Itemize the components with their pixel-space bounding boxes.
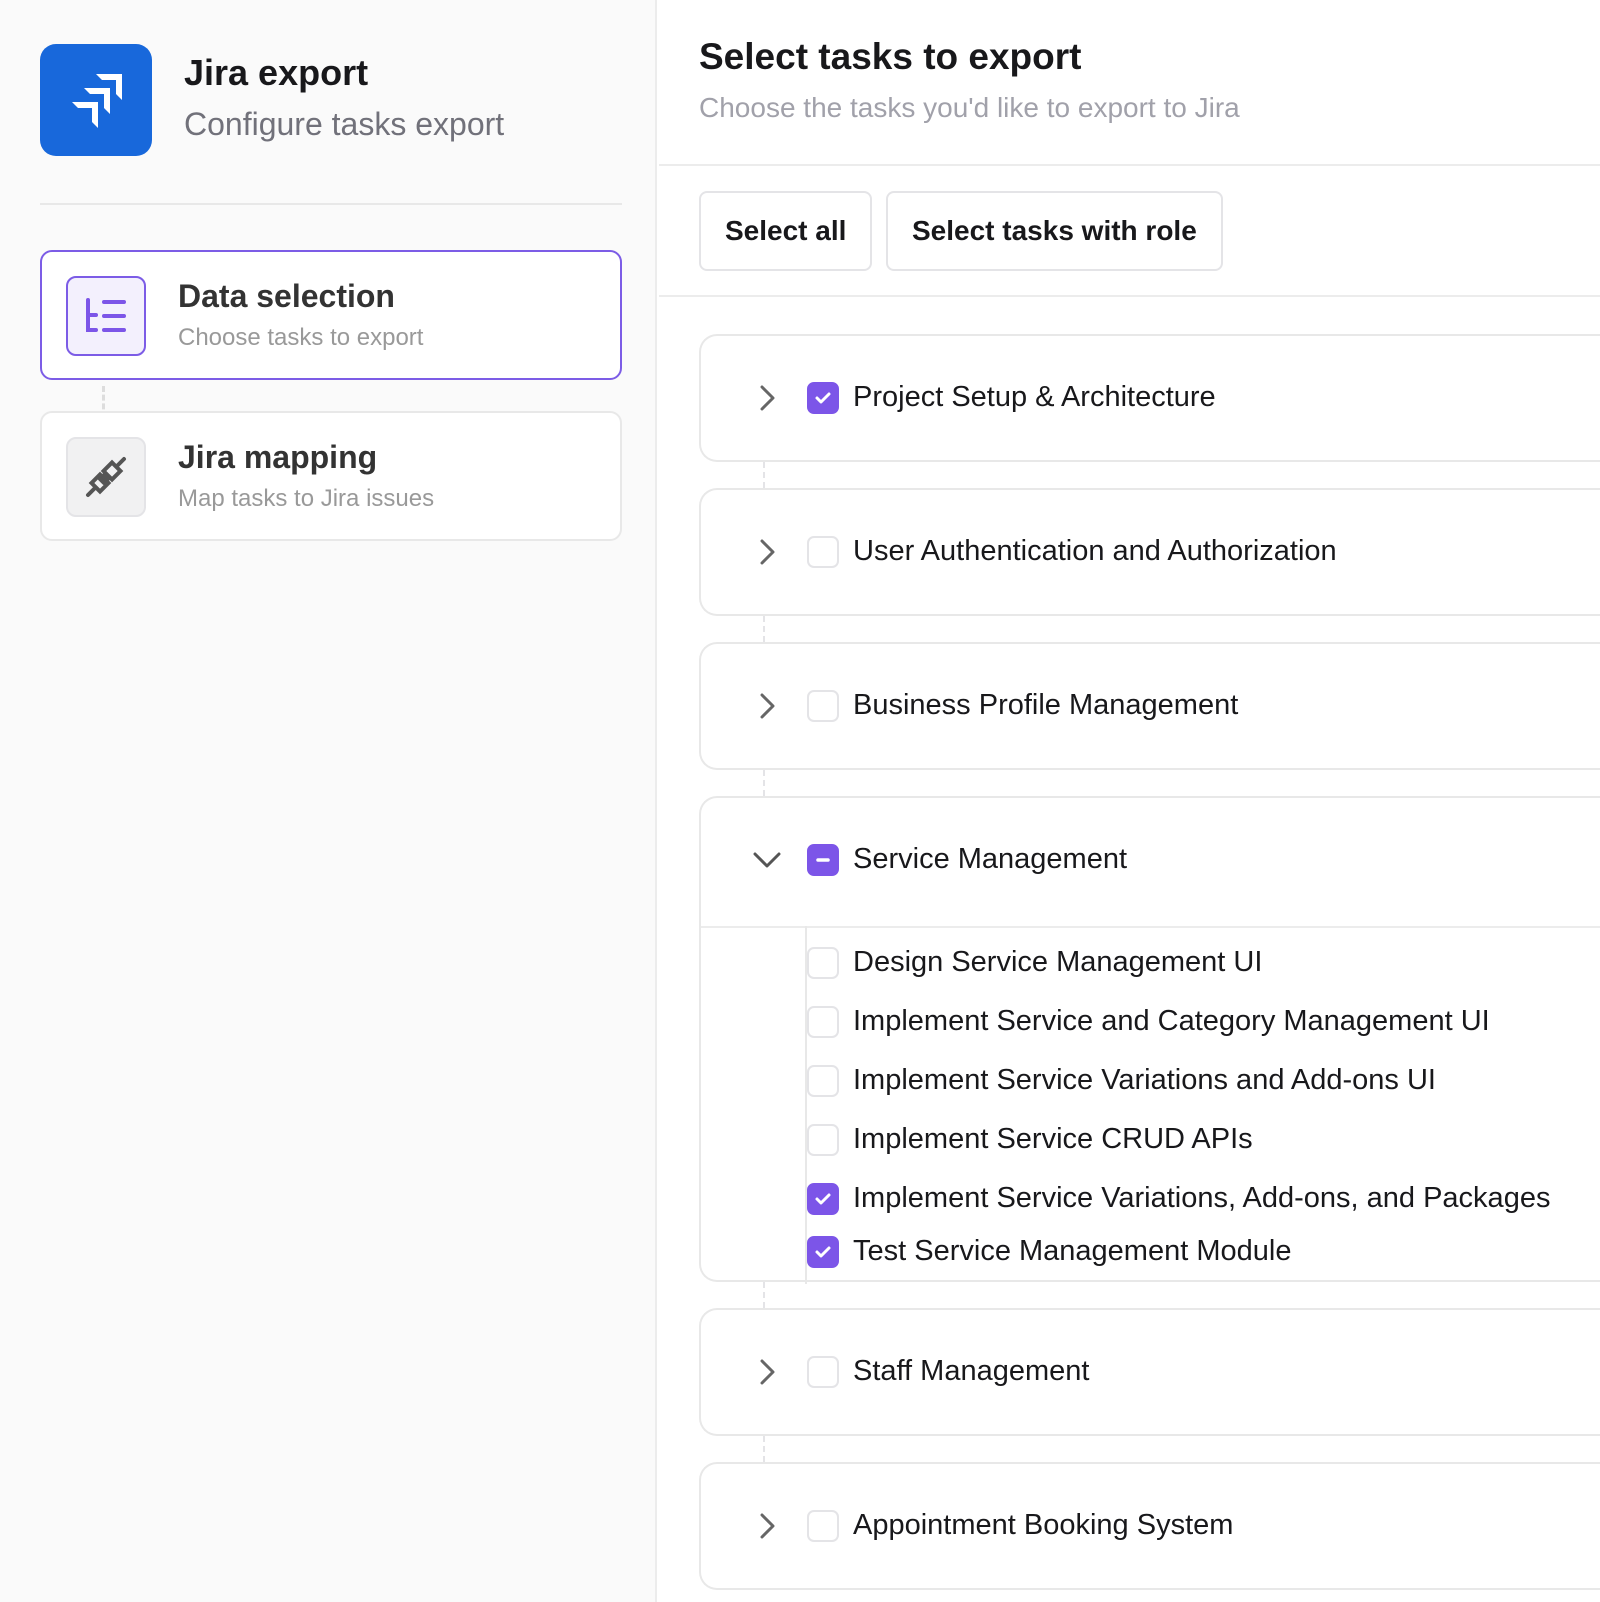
group-label[interactable]: Staff Management [853,1355,1090,1387]
task-checkbox[interactable] [807,1236,839,1268]
group-label[interactable]: Project Setup & Architecture [853,381,1216,413]
divider [701,926,1600,928]
app-subtitle: Configure tasks export [184,106,505,142]
chevron-right-icon[interactable] [751,382,783,414]
divider [659,164,1600,166]
main-panel: Select tasks to export Choose the tasks … [659,0,1600,1602]
task-label[interactable]: Implement Service CRUD APIs [853,1123,1253,1155]
step-title: Jira mapping [178,439,378,475]
group-connector [763,1282,765,1308]
group-checkbox[interactable] [807,690,839,722]
select-all-button[interactable]: Select all [699,191,873,271]
chevron-right-icon[interactable] [751,1356,783,1388]
task-label[interactable]: Implement Service Variations and Add-ons… [853,1064,1436,1096]
app-title: Jira export [184,52,369,93]
group-label[interactable]: Service Management [853,843,1128,875]
group-checkbox[interactable] [807,536,839,568]
divider [40,203,622,205]
task-label[interactable]: Implement Service Variations, Add-ons, a… [853,1182,1551,1214]
task-checkbox[interactable] [807,1006,839,1038]
group-connector [763,616,765,642]
list-tree-icon [66,276,146,356]
sidebar: Jira export Configure tasks export Data … [0,0,657,1602]
tree-line [805,926,807,1284]
group-label[interactable]: Business Profile Management [853,689,1239,721]
task-label[interactable]: Design Service Management UI [853,946,1263,978]
jira-logo-icon [72,74,122,128]
plug-icon [66,437,146,517]
jira-logo [40,44,152,156]
group-label[interactable]: User Authentication and Authorization [853,535,1337,567]
step-data-selection[interactable]: Data selection Choose tasks to export [40,250,622,380]
group-connector [763,462,765,488]
group-checkbox[interactable] [807,1356,839,1388]
group-checkbox[interactable] [807,1510,839,1542]
step-subtitle: Map tasks to Jira issues [178,485,435,512]
chevron-right-icon[interactable] [751,536,783,568]
chevron-right-icon[interactable] [751,1510,783,1542]
page-title: Select tasks to export [699,36,1082,77]
group-label[interactable]: Appointment Booking System [853,1509,1234,1541]
task-group: User Authentication and Authorization [699,488,1600,616]
task-label[interactable]: Test Service Management Module [853,1235,1292,1267]
group-checkbox[interactable] [807,844,839,876]
group-checkbox[interactable] [807,382,839,414]
task-checkbox[interactable] [807,1124,839,1156]
task-group: Service Management Design Service Manage… [699,796,1600,1284]
chevron-down-icon[interactable] [751,844,783,876]
task-checkbox[interactable] [807,947,839,979]
task-checkbox[interactable] [807,1183,839,1215]
step-connector [102,386,105,418]
task-checkbox[interactable] [807,1065,839,1097]
divider [659,295,1600,297]
step-title: Data selection [178,278,395,314]
task-group: Business Profile Management [699,642,1600,770]
step-subtitle: Choose tasks to export [178,324,424,351]
select-tasks-with-role-button[interactable]: Select tasks with role [886,191,1223,271]
task-group: Staff Management [699,1308,1600,1436]
group-connector [763,770,765,796]
group-connector [763,1436,765,1462]
chevron-right-icon[interactable] [751,690,783,722]
task-group: Project Setup & Architecture [699,334,1600,462]
step-jira-mapping[interactable]: Jira mapping Map tasks to Jira issues [40,411,622,541]
page-subtitle: Choose the tasks you'd like to export to… [699,92,1240,123]
task-label[interactable]: Implement Service and Category Managemen… [853,1005,1490,1037]
task-group: Appointment Booking System [699,1462,1600,1590]
